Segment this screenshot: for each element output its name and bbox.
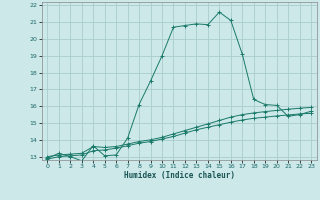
X-axis label: Humidex (Indice chaleur): Humidex (Indice chaleur) — [124, 171, 235, 180]
